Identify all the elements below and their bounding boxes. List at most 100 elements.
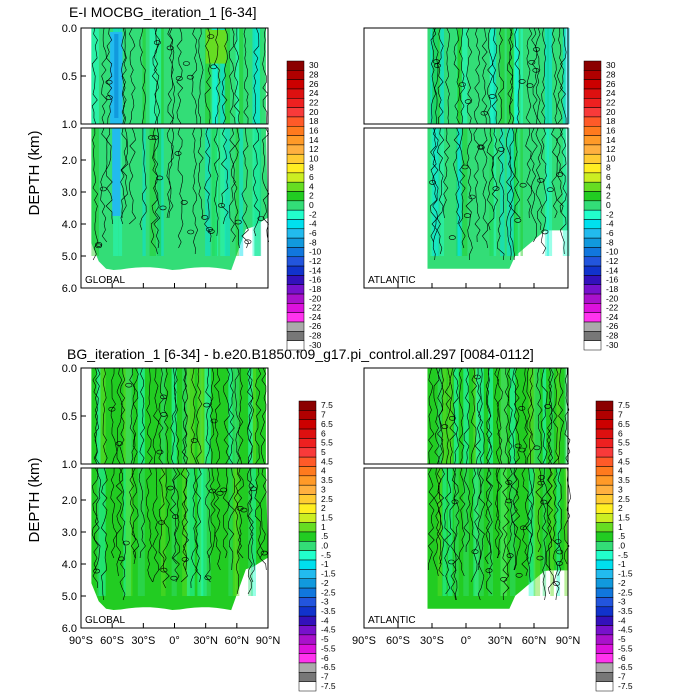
colorbar-label: -7.5 (321, 681, 336, 691)
colorbar-box (298, 606, 317, 617)
colorbar-box (595, 550, 614, 561)
colorbar-label: 26 (309, 79, 319, 89)
colorbar-label: 1 (618, 522, 623, 532)
contour-line-lower (552, 467, 560, 601)
colorbar-label: -6.5 (618, 662, 633, 672)
colorbar-label: .0 (618, 541, 625, 551)
colorbar-box (583, 181, 602, 192)
colorbar-label: -16 (309, 275, 322, 285)
contour-line-upper (556, 27, 563, 125)
colorbar-label: 24 (309, 88, 319, 98)
colorbar-box (286, 116, 305, 127)
contour-band-upper (161, 368, 166, 464)
colorbar-label: -4 (618, 615, 626, 625)
contour-band-lower (500, 468, 508, 596)
contour-band-upper (224, 28, 231, 124)
colorbar-box (583, 88, 602, 99)
contour-band-lower (546, 128, 549, 256)
colorbar-box (595, 410, 614, 420)
contour-ellipse (95, 242, 103, 247)
contour-line-lower (541, 467, 549, 601)
contour-line-lower (105, 127, 114, 225)
colorbar-label: -24 (606, 312, 619, 322)
colorbar-box (583, 209, 602, 220)
contour-ellipse (458, 82, 466, 87)
contour-ellipse (518, 79, 526, 84)
contour-ellipse (210, 418, 218, 424)
colorbar-label: -10 (606, 247, 619, 257)
contour-line-upper (432, 27, 439, 125)
contour-ellipse (159, 205, 167, 211)
contour-ellipse (497, 147, 505, 152)
contour-band-lower (123, 468, 132, 596)
contour-band-lower (252, 128, 260, 256)
contour-ellipse (537, 178, 545, 183)
contour-ellipse (519, 182, 527, 188)
colorbar-box (583, 135, 602, 146)
contour-band-lower (515, 128, 519, 256)
contour-line-lower (443, 127, 451, 219)
contour-line-upper (470, 367, 477, 465)
colorbar-label: 5.5 (321, 438, 333, 448)
contour-band-lower (432, 128, 440, 256)
colorbar-label: .5 (618, 531, 625, 541)
contour-band-upper (500, 368, 508, 464)
contour-line-lower (430, 127, 438, 261)
colorbar-label: -26 (309, 321, 322, 331)
contour-ellipse (552, 581, 560, 586)
colorbar-label: 10 (606, 153, 616, 163)
colorbar-box (595, 615, 614, 626)
y-tick-label: 0.0 (62, 23, 77, 35)
colorbar-label: 18 (309, 116, 319, 126)
contour-band-upper (125, 368, 133, 464)
colorbar-label: -24 (309, 312, 322, 322)
contour-ellipse (181, 557, 189, 562)
colorbar-box (595, 419, 614, 430)
colorbars-layer: 302826242220181614121086420-2-4-6-8-10-1… (286, 60, 633, 692)
ocean-fill-lower (91, 468, 268, 611)
contour-band-lower (248, 468, 253, 596)
contour-line-lower (437, 467, 445, 565)
x-tick-label: 30°S (131, 635, 155, 647)
contour-line-lower (513, 127, 521, 219)
contour-line-lower (139, 128, 147, 231)
contour-band-lower (220, 128, 226, 256)
contour-line-upper (564, 368, 571, 465)
y-tick-label: 2.0 (62, 155, 77, 167)
colorbar-box (286, 98, 305, 108)
colorbar-box (595, 522, 614, 533)
colorbar-label: 3.5 (321, 475, 333, 485)
contour-band-lower (137, 468, 145, 596)
contour-ellipse (108, 406, 116, 412)
colorbar-label: 0 (309, 200, 314, 210)
contour-line-lower (121, 127, 129, 219)
colorbar-label: -5 (618, 634, 626, 644)
contour-line-lower (247, 467, 255, 595)
colorbar-label: 4 (321, 466, 326, 476)
colorbar-label: -3.5 (321, 606, 336, 616)
colorbar-box (595, 428, 614, 439)
contour-band-lower (91, 128, 99, 256)
contour-line-lower (513, 467, 521, 571)
y-tick-label: 0.5 (62, 71, 77, 83)
colorbar-box (298, 428, 317, 439)
contour-line-lower (94, 467, 101, 571)
colorbar-box (595, 541, 614, 551)
contour-band-lower (556, 468, 561, 596)
contour-band-lower (520, 128, 523, 256)
title-top: E-I MOCBG_iteration_1 [6-34] (69, 4, 257, 20)
contour-ellipse (209, 488, 217, 494)
contour-band-lower (142, 128, 146, 256)
contour-ellipse (537, 480, 545, 486)
contour-ellipse (471, 549, 479, 555)
contour-line-upper (132, 367, 139, 465)
colorbar-label: 1 (321, 522, 326, 532)
contour-line-upper (437, 27, 444, 125)
colorbar-label: 2.5 (321, 494, 333, 504)
contour-band-lower (506, 128, 515, 256)
x-tick-label: 90°S (352, 635, 376, 647)
panel-top-atlantic: ATLANTIC (363, 27, 570, 289)
contour-line-lower (228, 127, 236, 243)
colorbar-box (595, 466, 614, 477)
